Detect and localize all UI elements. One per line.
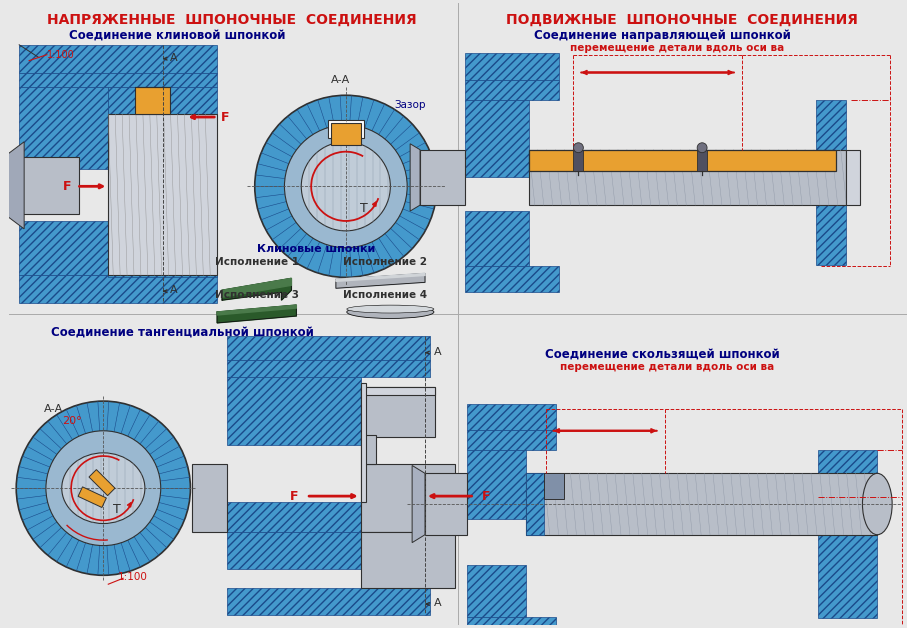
Text: А-А: А-А bbox=[44, 404, 63, 414]
Text: Зазор: Зазор bbox=[395, 100, 426, 110]
Polygon shape bbox=[5, 142, 24, 229]
Bar bbox=[227, 502, 430, 532]
Ellipse shape bbox=[346, 306, 434, 318]
Text: F: F bbox=[290, 490, 298, 502]
Bar bbox=[108, 87, 217, 278]
Bar bbox=[544, 474, 563, 499]
Bar bbox=[818, 450, 877, 618]
Circle shape bbox=[46, 431, 161, 546]
Bar bbox=[19, 276, 217, 303]
Text: Исполнение 2: Исполнение 2 bbox=[344, 257, 427, 266]
Text: T: T bbox=[113, 504, 121, 516]
Polygon shape bbox=[336, 273, 425, 288]
Bar bbox=[573, 149, 583, 171]
Bar bbox=[328, 120, 364, 138]
Bar bbox=[361, 383, 366, 502]
Bar bbox=[526, 474, 544, 534]
Text: Клиновые шпонки: Клиновые шпонки bbox=[257, 244, 375, 254]
Bar bbox=[464, 211, 529, 266]
Text: Соединение тангенциальной шпонкой: Соединение тангенциальной шпонкой bbox=[51, 326, 314, 339]
Polygon shape bbox=[217, 305, 297, 323]
Text: перемещение детали вдоль оси ва: перемещение детали вдоль оси ва bbox=[561, 362, 775, 372]
Text: F: F bbox=[220, 111, 229, 124]
Polygon shape bbox=[412, 465, 425, 543]
Text: 20°: 20° bbox=[62, 416, 82, 426]
Bar bbox=[135, 87, 170, 114]
Bar bbox=[466, 404, 556, 430]
Ellipse shape bbox=[62, 453, 145, 524]
Bar bbox=[227, 336, 430, 359]
Bar bbox=[464, 100, 529, 178]
Bar bbox=[466, 617, 556, 628]
Polygon shape bbox=[217, 305, 297, 315]
Bar bbox=[425, 474, 466, 534]
Bar bbox=[464, 80, 559, 100]
Text: Соединение скользящей шпонкой: Соединение скользящей шпонкой bbox=[545, 348, 780, 360]
Bar bbox=[526, 474, 877, 534]
Circle shape bbox=[255, 95, 437, 278]
Bar bbox=[331, 123, 361, 144]
Circle shape bbox=[573, 143, 583, 153]
Polygon shape bbox=[222, 278, 291, 297]
Circle shape bbox=[16, 401, 190, 575]
Text: T: T bbox=[360, 202, 367, 215]
Bar bbox=[19, 87, 108, 168]
Bar bbox=[816, 100, 845, 264]
Circle shape bbox=[301, 142, 390, 231]
Text: НАПРЯЖЕННЫЕ  ШПОНОЧНЫЕ  СОЕДИНЕНИЯ: НАПРЯЖЕННЫЕ ШПОНОЧНЫЕ СОЕДИНЕНИЯ bbox=[47, 13, 417, 27]
Bar bbox=[361, 435, 375, 465]
Bar bbox=[361, 387, 434, 436]
Text: Исполнение 3: Исполнение 3 bbox=[215, 290, 298, 300]
Bar bbox=[227, 359, 430, 377]
Bar bbox=[108, 114, 217, 276]
Text: Исполнение 4: Исполнение 4 bbox=[344, 290, 427, 300]
Bar bbox=[19, 72, 217, 87]
Ellipse shape bbox=[863, 474, 892, 534]
Bar bbox=[361, 465, 454, 532]
Text: перемещение детали вдоль оси ва: перемещение детали вдоль оси ва bbox=[571, 43, 785, 53]
Text: A: A bbox=[434, 598, 442, 608]
FancyBboxPatch shape bbox=[89, 470, 115, 495]
Text: Соединение клиновой шпонкой: Соединение клиновой шпонкой bbox=[69, 29, 286, 42]
Bar bbox=[529, 149, 845, 205]
Bar bbox=[227, 588, 430, 615]
Bar bbox=[227, 532, 430, 570]
Polygon shape bbox=[336, 273, 425, 281]
Bar bbox=[361, 387, 434, 395]
Polygon shape bbox=[222, 278, 291, 300]
Text: F: F bbox=[63, 180, 71, 193]
Bar bbox=[466, 450, 526, 519]
Bar bbox=[466, 430, 556, 450]
Bar bbox=[5, 156, 79, 214]
FancyBboxPatch shape bbox=[78, 487, 106, 507]
Bar bbox=[192, 465, 227, 532]
Text: 1:100: 1:100 bbox=[118, 572, 148, 582]
Bar bbox=[466, 565, 526, 617]
Text: F: F bbox=[483, 490, 491, 502]
Bar bbox=[697, 149, 707, 171]
Bar bbox=[361, 532, 454, 588]
Bar bbox=[19, 45, 217, 72]
Bar bbox=[845, 149, 861, 205]
Ellipse shape bbox=[346, 305, 434, 313]
Circle shape bbox=[285, 125, 407, 247]
Bar bbox=[464, 266, 559, 292]
Text: Исполнение 1: Исполнение 1 bbox=[215, 257, 298, 266]
Polygon shape bbox=[410, 144, 420, 211]
Circle shape bbox=[697, 143, 707, 153]
Bar bbox=[464, 53, 559, 80]
Text: A: A bbox=[170, 53, 178, 63]
Text: 1:100: 1:100 bbox=[47, 50, 74, 60]
Text: А-А: А-А bbox=[331, 75, 350, 85]
Bar bbox=[227, 377, 361, 445]
Bar bbox=[529, 149, 835, 171]
Text: A: A bbox=[170, 285, 178, 295]
Bar bbox=[420, 149, 464, 205]
Bar bbox=[19, 221, 108, 276]
Text: A: A bbox=[434, 347, 442, 357]
Text: Соединение направляющей шпонкой: Соединение направляющей шпонкой bbox=[534, 29, 791, 42]
Text: ПОДВИЖНЫЕ  ШПОНОЧНЫЕ  СОЕДИНЕНИЯ: ПОДВИЖНЫЕ ШПОНОЧНЫЕ СОЕДИНЕНИЯ bbox=[506, 13, 858, 27]
